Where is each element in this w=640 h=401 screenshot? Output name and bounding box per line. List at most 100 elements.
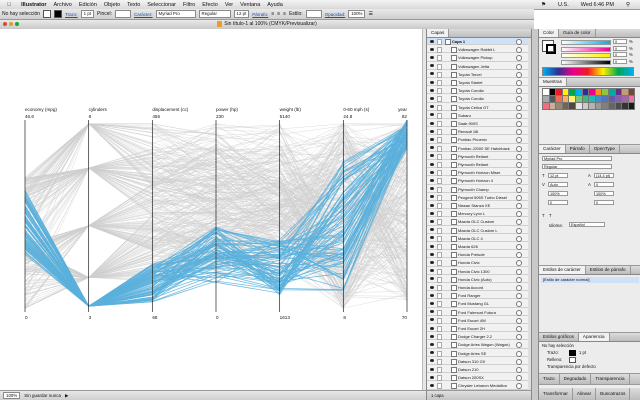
- lock-toggle[interactable]: [437, 63, 442, 70]
- lock-toggle[interactable]: [437, 71, 442, 78]
- eye-icon[interactable]: [430, 326, 434, 330]
- font-size-field[interactable]: 12 pt: [233, 10, 250, 18]
- lock-toggle[interactable]: [437, 235, 442, 242]
- sublayer-row[interactable]: Honda Accord: [427, 284, 531, 292]
- lock-toggle[interactable]: [437, 178, 442, 185]
- target-icon[interactable]: [516, 145, 522, 152]
- fill-swatch[interactable]: [43, 10, 52, 18]
- stroke-swatch[interactable]: [54, 10, 63, 18]
- target-icon[interactable]: [516, 227, 522, 234]
- canvas-scrollbar[interactable]: [422, 29, 427, 390]
- strikethrough-icon[interactable]: T: [549, 213, 552, 218]
- color-slider[interactable]: [561, 53, 611, 58]
- char-size-field[interactable]: 12 pt: [548, 173, 568, 178]
- lock-toggle[interactable]: [437, 211, 442, 218]
- sublayer-row[interactable]: Ford Fairmont Futura: [427, 309, 531, 316]
- lock-toggle[interactable]: [437, 137, 442, 144]
- lock-toggle[interactable]: [437, 162, 442, 168]
- sublayer-row[interactable]: Volkswagen Pickup: [427, 54, 531, 62]
- sublayer-row[interactable]: Datsun 200SX: [427, 374, 531, 382]
- eye-icon[interactable]: [430, 211, 434, 215]
- tab-appearance[interactable]: Apariencia: [578, 333, 610, 341]
- target-icon[interactable]: [516, 309, 522, 316]
- sublayer-row[interactable]: Datsun 310 GX: [427, 358, 531, 366]
- eye-icon[interactable]: [430, 64, 434, 68]
- tab-color-guide[interactable]: Guía de color: [559, 29, 596, 37]
- eye-icon[interactable]: [430, 88, 434, 92]
- eye-icon[interactable]: [430, 359, 434, 363]
- flag-icon[interactable]: ⚑: [541, 1, 547, 8]
- brush-dropdown[interactable]: [115, 10, 132, 18]
- sublayer-row[interactable]: Ford Ranger: [427, 292, 531, 300]
- lock-toggle[interactable]: [437, 55, 442, 62]
- menu-icon[interactable]: ☰: [368, 11, 373, 17]
- stroke-link[interactable]: Trazo:: [65, 11, 78, 17]
- style-dropdown[interactable]: [305, 10, 322, 18]
- eye-icon[interactable]: [430, 129, 434, 133]
- target-icon[interactable]: [516, 358, 522, 365]
- target-icon[interactable]: [516, 317, 522, 324]
- zoom-icon[interactable]: [15, 22, 19, 26]
- color-value-field[interactable]: 0: [613, 52, 627, 57]
- lock-toggle[interactable]: [437, 186, 442, 193]
- eye-icon[interactable]: [430, 269, 434, 273]
- tab-paragraph[interactable]: Párrafo: [566, 145, 590, 153]
- target-icon[interactable]: [516, 96, 522, 103]
- sublayer-row[interactable]: Dodge Aries SE: [427, 350, 531, 357]
- eye-icon[interactable]: [430, 342, 434, 346]
- lock-toggle[interactable]: [437, 112, 442, 119]
- eye-icon[interactable]: [430, 80, 434, 84]
- target-icon[interactable]: [516, 367, 522, 373]
- tab-color[interactable]: Color: [539, 29, 559, 37]
- eye-icon[interactable]: [430, 236, 434, 240]
- sublayer-row[interactable]: Volkswagen Jetta: [427, 63, 531, 70]
- lock-toggle[interactable]: [437, 342, 442, 349]
- artboard-canvas[interactable]: economy (mpg) 46.6 0 cylinders 8 3 displacemen…: [0, 29, 426, 390]
- target-icon[interactable]: [516, 162, 522, 168]
- lock-toggle[interactable]: [437, 293, 442, 300]
- menu-objeto[interactable]: Objeto: [99, 1, 120, 8]
- sublayer-row[interactable]: Ford Escort 2H: [427, 325, 531, 333]
- target-icon[interactable]: [516, 112, 522, 119]
- lock-toggle[interactable]: [437, 383, 442, 390]
- layer-row[interactable]: Capa 1: [427, 38, 531, 46]
- clock[interactable]: Wed 6:46 PM: [580, 1, 614, 8]
- sublayer-row[interactable]: Toyota Corolla: [427, 95, 531, 103]
- eye-icon[interactable]: [430, 293, 434, 297]
- spotlight-icon[interactable]: ⚲: [625, 1, 630, 8]
- char-rotation-field[interactable]: 0: [594, 200, 614, 205]
- lock-toggle[interactable]: [437, 121, 442, 127]
- lock-toggle[interactable]: [437, 219, 442, 226]
- eye-icon[interactable]: [430, 162, 434, 166]
- fill-color-box[interactable]: [542, 40, 554, 52]
- menu-ayuda[interactable]: Ayuda: [263, 1, 283, 8]
- sublayer-row[interactable]: Mazda GLC Custom: [427, 218, 531, 226]
- target-icon[interactable]: [516, 252, 522, 259]
- lock-toggle[interactable]: [437, 244, 442, 250]
- tab-stroke[interactable]: Trazo: [539, 374, 560, 384]
- target-icon[interactable]: [516, 260, 522, 267]
- appearance-fill-swatch[interactable]: [569, 357, 576, 363]
- eye-icon[interactable]: [430, 178, 434, 182]
- eye-icon[interactable]: [430, 219, 434, 223]
- font-style-field[interactable]: Regular: [198, 10, 231, 18]
- lock-toggle[interactable]: [437, 350, 442, 357]
- eye-icon[interactable]: [430, 105, 434, 109]
- lock-toggle[interactable]: [437, 268, 442, 275]
- apple-icon[interactable]: : [7, 2, 11, 8]
- eye-icon[interactable]: [430, 121, 434, 125]
- color-value-field[interactable]: 0: [613, 45, 627, 51]
- eye-icon[interactable]: [430, 187, 434, 191]
- target-icon[interactable]: [516, 326, 522, 332]
- char-baseline-field[interactable]: 0: [548, 200, 568, 205]
- target-icon[interactable]: [516, 170, 522, 177]
- tab-character[interactable]: Carácter: [539, 145, 566, 153]
- sublayer-row[interactable]: Subaru: [427, 112, 531, 120]
- menu-archivo[interactable]: Archivo: [49, 1, 72, 8]
- char-style-item[interactable]: [Estilo de carácter normal]: [541, 277, 639, 283]
- target-icon[interactable]: [516, 235, 522, 242]
- target-icon[interactable]: [516, 350, 522, 357]
- eye-icon[interactable]: [430, 260, 434, 264]
- eye-icon[interactable]: [430, 55, 434, 59]
- menu-ver[interactable]: Ver: [220, 1, 233, 8]
